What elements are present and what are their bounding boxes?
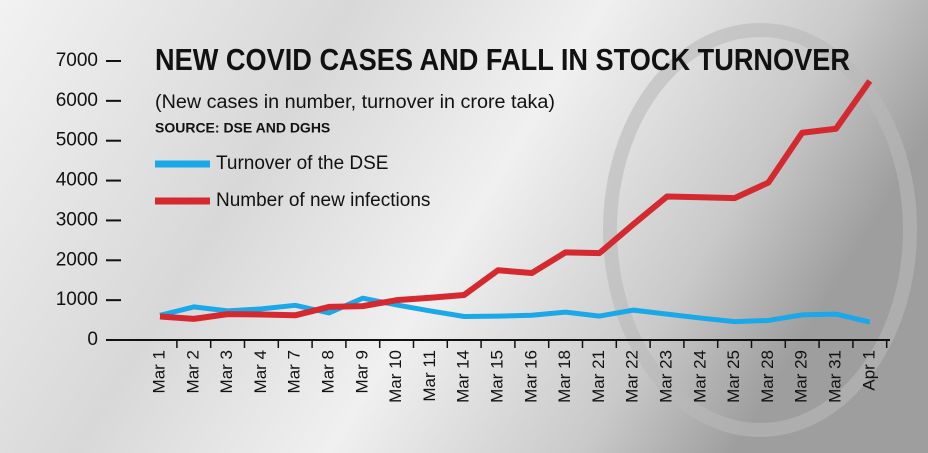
- x-tick-label: Mar 24: [690, 350, 709, 403]
- chart-subtitle: (New cases in number, turnover in crore …: [155, 92, 555, 113]
- legend-label: Turnover of the DSE: [216, 153, 388, 174]
- x-tick-label: Mar 10: [386, 350, 405, 403]
- x-tick-label: Mar 1: [149, 350, 168, 393]
- x-tick-label: Mar 22: [623, 350, 642, 403]
- x-tick-label: Mar 23: [656, 350, 675, 403]
- x-tick-label: Mar 25: [724, 350, 743, 403]
- x-tick-label: Mar 31: [825, 350, 844, 403]
- x-tick-label: Mar 14: [454, 350, 473, 403]
- x-tick-label: Mar 3: [217, 350, 236, 393]
- y-tick-label: 6000: [56, 90, 98, 111]
- x-tick-label: Mar 2: [183, 350, 202, 393]
- x-tick-label: Mar 21: [589, 350, 608, 403]
- x-tick-label: Apr 1: [859, 350, 878, 391]
- x-tick-label: Mar 15: [487, 350, 506, 403]
- legend-label: Number of new infections: [216, 190, 430, 211]
- y-tick-label: 2000: [56, 249, 98, 270]
- y-tick-label: 7000: [56, 50, 98, 71]
- chart: NEW COVID CASES AND FALL IN STOCK TURNOV…: [0, 0, 928, 453]
- y-tick-label: 3000: [56, 209, 98, 230]
- x-tick-label: Mar 16: [521, 350, 540, 403]
- chart-source: SOURCE: DSE AND DGHS: [155, 120, 330, 136]
- y-tick-label: 0: [87, 329, 98, 350]
- x-tick-label: Mar 18: [555, 350, 574, 403]
- x-tick-label: Mar 28: [758, 350, 777, 403]
- chart-title: NEW COVID CASES AND FALL IN STOCK TURNOV…: [155, 42, 850, 77]
- y-tick-label: 4000: [56, 170, 98, 191]
- x-tick-label: Mar 7: [285, 350, 304, 393]
- x-tick-label: Mar 9: [352, 350, 371, 393]
- x-tick-label: Mar 29: [792, 350, 811, 403]
- x-tick-label: Mar 11: [420, 350, 439, 402]
- y-tick-label: 5000: [56, 130, 98, 151]
- x-tick-label: Mar 4: [251, 350, 270, 393]
- x-tick-label: Mar 8: [318, 350, 337, 393]
- y-tick-label: 1000: [56, 289, 98, 310]
